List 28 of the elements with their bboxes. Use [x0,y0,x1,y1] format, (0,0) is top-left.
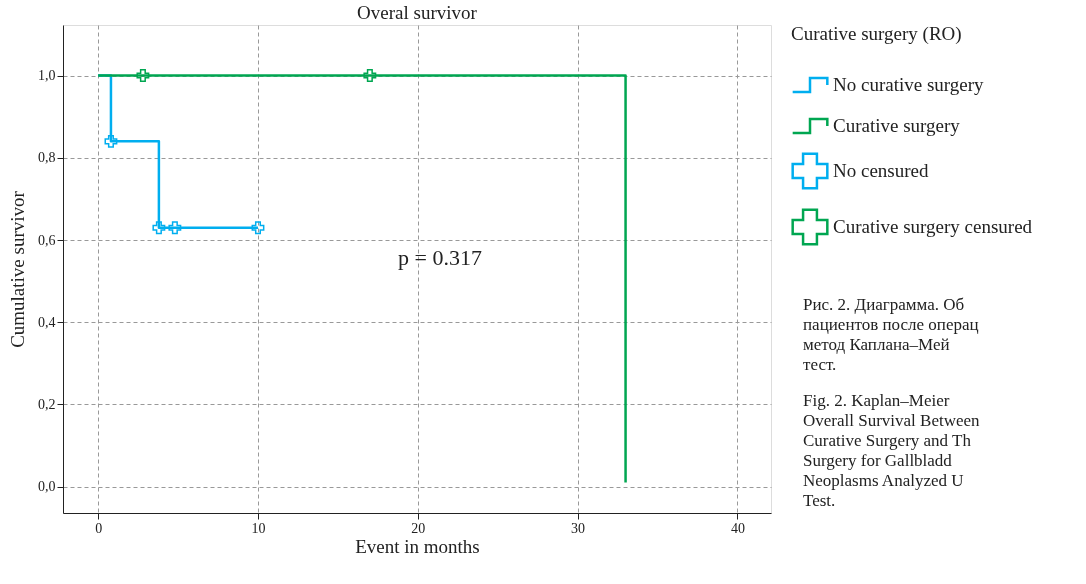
y-tick-label: 0,8 [38,150,56,166]
y-tick-label: 0,2 [38,396,56,412]
y-tick-label: 0,0 [38,479,56,495]
y-tick-label: 0,4 [38,314,56,330]
x-tick-label: 30 [571,520,586,536]
x-axis-title: Event in months [355,535,480,557]
x-tick-label: 10 [251,520,266,536]
chart-title: Overal survivor [357,2,478,23]
point [168,221,182,235]
legend-label: No censured [833,160,929,181]
y-axis-title: Cumulative survivor [7,190,28,348]
point [251,221,265,235]
point [104,134,118,148]
legend-label: Curative surgery censured [833,216,1033,237]
point [363,69,377,83]
point [136,69,150,83]
x-tick-label: 0 [95,520,103,536]
legend-label: Curative surgery [833,115,961,136]
legend-label: No curative surgery [833,74,985,95]
legend-title: Curative surgery (RO) [791,23,962,45]
caption: Fig. 2. Kaplan–Meier Overall Survival Between Curative Surgery and Th Surgery for Gallbladd Neoplasms Analyzed U Test. [803,391,981,510]
x-tick-label: 40 [730,520,745,536]
text: Рис. 2. Диаграмма. Об пациентов после операц метод Каплана–Мей тест. [803,295,979,374]
point [152,221,166,235]
annotation: p = 0.317 [398,245,482,270]
y-tick-label: 1,0 [38,68,56,84]
y-tick-label: 0,6 [38,232,56,248]
x-tick-label: 20 [411,520,426,536]
